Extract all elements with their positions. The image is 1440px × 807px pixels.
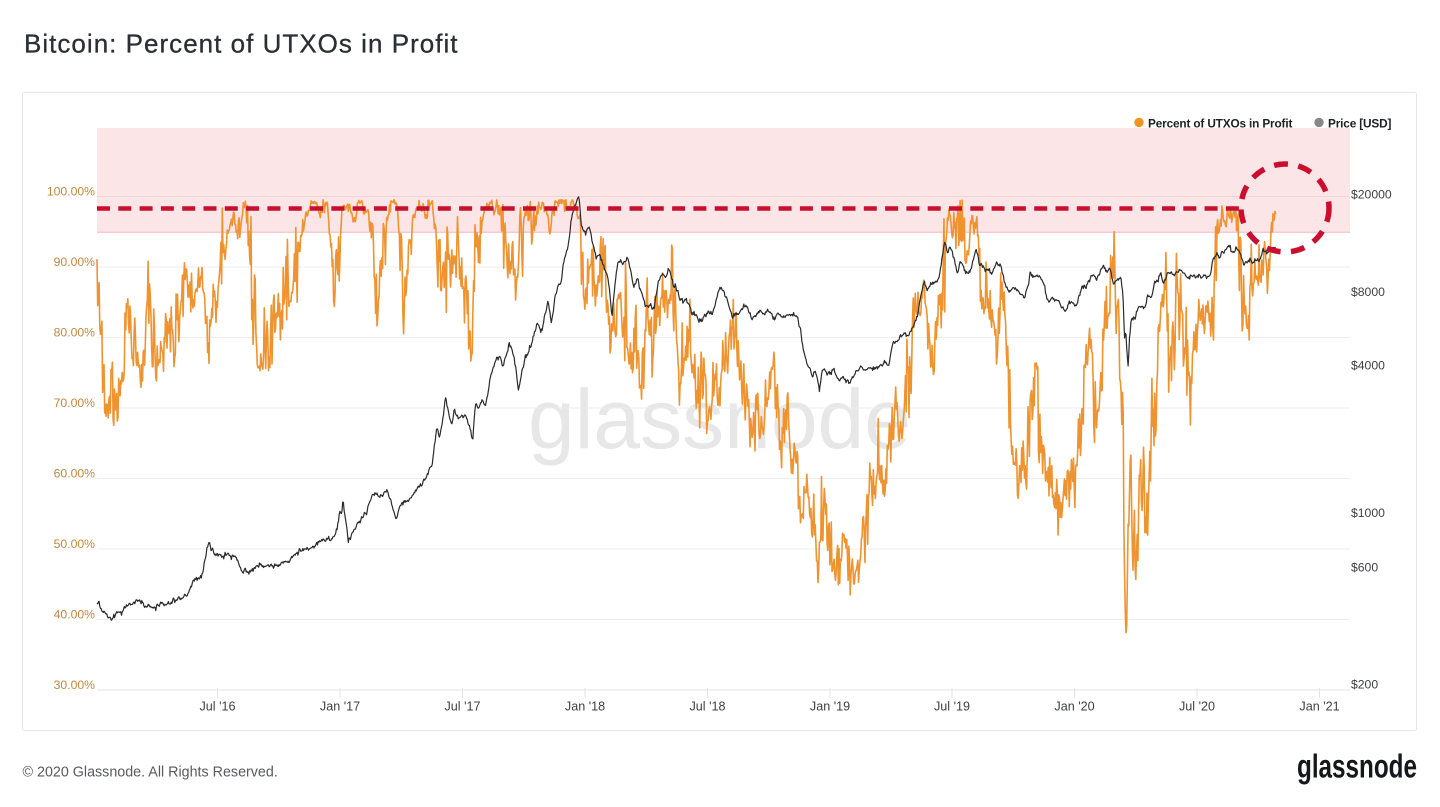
svg-text:Jan '21: Jan '21 [1299,700,1339,714]
svg-text:Bitcoin: Percent of UTXOs in P: Bitcoin: Percent of UTXOs in Profit [24,29,459,59]
svg-text:$600: $600 [1351,560,1378,574]
svg-text:Jan '19: Jan '19 [810,700,850,714]
svg-text:Jul '20: Jul '20 [1179,700,1215,714]
svg-text:40.00%: 40.00% [54,608,95,622]
svg-text:$1000: $1000 [1351,506,1385,520]
svg-text:Percent of UTXOs in Profit: Percent of UTXOs in Profit [1148,116,1292,130]
svg-text:60.00%: 60.00% [54,467,95,481]
svg-text:glassnode: glassnode [528,372,911,466]
svg-text:80.00%: 80.00% [54,326,95,340]
svg-text:70.00%: 70.00% [54,396,95,410]
svg-text:Jul '16: Jul '16 [199,700,235,714]
svg-text:Jul '17: Jul '17 [444,700,480,714]
svg-text:100.00%: 100.00% [47,185,95,199]
svg-text:Price [USD]: Price [USD] [1328,116,1391,130]
svg-text:$20000: $20000 [1351,187,1392,201]
svg-text:50.00%: 50.00% [54,537,95,551]
svg-text:Jan '18: Jan '18 [565,700,605,714]
svg-text:$4000: $4000 [1351,359,1385,373]
svg-text:30.00%: 30.00% [54,678,95,692]
svg-text:$8000: $8000 [1351,285,1385,299]
svg-text:Jan '20: Jan '20 [1054,700,1094,714]
svg-text:90.00%: 90.00% [54,255,95,269]
svg-text:glassnode: glassnode [1297,748,1417,785]
svg-text:Jul '19: Jul '19 [934,700,970,714]
svg-text:Jul '18: Jul '18 [689,700,725,714]
svg-text:© 2020 Glassnode. All Rights R: © 2020 Glassnode. All Rights Reserved. [23,765,278,781]
svg-text:$200: $200 [1351,677,1378,691]
svg-text:Jan '17: Jan '17 [320,700,360,714]
